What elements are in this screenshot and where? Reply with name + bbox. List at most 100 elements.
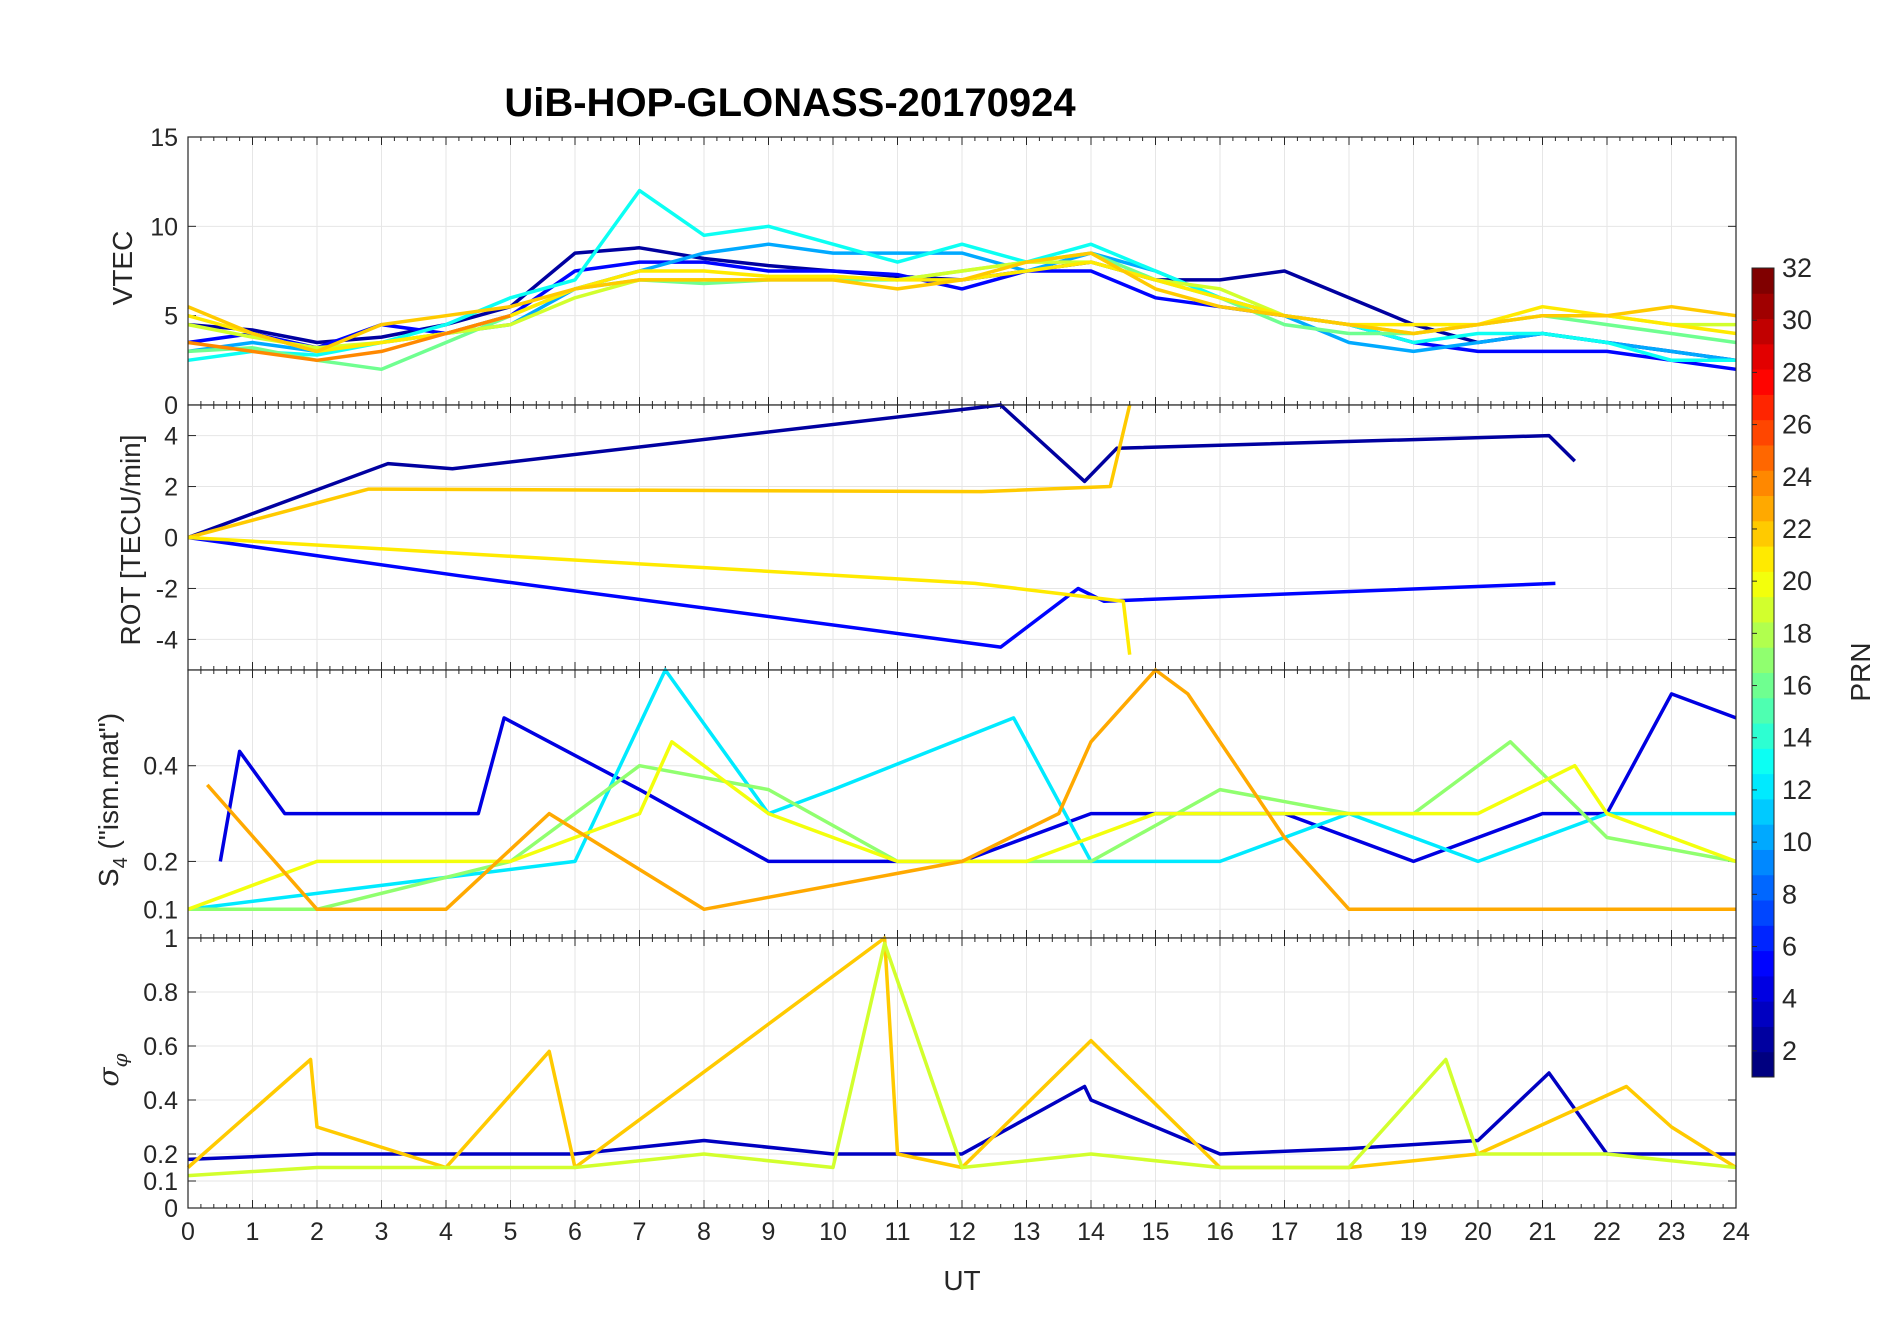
colorbar-segment bbox=[1752, 1051, 1774, 1078]
sigma-phi-axis-label-sub: φ bbox=[108, 1053, 132, 1067]
series-line-prn-21 bbox=[187, 535, 1132, 655]
vtec-axis-label: VTEC bbox=[107, 231, 138, 306]
s4-axis-label: S4 ("ism.mat") bbox=[93, 713, 132, 887]
y-tick-label: 0.1 bbox=[143, 1168, 178, 1196]
y-tick-label: 0.2 bbox=[143, 1141, 178, 1169]
colorbar-segment bbox=[1752, 900, 1774, 926]
colorbar-tick-label: 24 bbox=[1782, 462, 1812, 492]
y-tick-label: 0 bbox=[164, 1195, 178, 1223]
colorbar-segment bbox=[1752, 1001, 1774, 1027]
x-tick-label: 24 bbox=[1722, 1218, 1750, 1246]
x-tick-label: 18 bbox=[1335, 1218, 1363, 1246]
colorbar-segment bbox=[1752, 874, 1774, 901]
series-line-prn-22 bbox=[186, 936, 1737, 1170]
series-line-prn-5 bbox=[187, 535, 1556, 649]
colorbar-segment bbox=[1752, 621, 1774, 648]
y-tick-label: 0.4 bbox=[143, 753, 178, 781]
colorbar-tick-label: 32 bbox=[1782, 253, 1812, 283]
x-tick-label: 4 bbox=[439, 1218, 453, 1246]
sigma-phi-axis-label-main: σ bbox=[92, 1067, 125, 1087]
x-tick-label: 10 bbox=[819, 1218, 847, 1246]
colorbar-segment bbox=[1752, 293, 1774, 320]
x-tick-label: 7 bbox=[633, 1218, 647, 1246]
sigma-phi-axis-label: σφ bbox=[92, 1053, 132, 1086]
x-tick-label: 12 bbox=[948, 1218, 976, 1246]
colorbar-tick-label: 26 bbox=[1782, 410, 1812, 440]
rot-axis-label: ROT [TECU/min] bbox=[115, 434, 146, 645]
colorbar-tick-label: 28 bbox=[1782, 357, 1812, 387]
x-tick-label: 13 bbox=[1013, 1218, 1041, 1246]
sigma-phi-panel: 00.10.2 0.4 0.6 0.8 1 bbox=[143, 925, 1737, 1223]
s4-axis-label-sub: 4 bbox=[110, 857, 132, 868]
x-tick-label: 1 bbox=[246, 1218, 260, 1246]
x-tick-label: 5 bbox=[504, 1218, 518, 1246]
colorbar-segment bbox=[1752, 495, 1774, 522]
series-line-prn-22 bbox=[187, 404, 1132, 540]
x-axis-label: UT bbox=[943, 1265, 980, 1296]
colorbar-segment bbox=[1752, 697, 1774, 724]
colorbar-tick-label: 6 bbox=[1782, 932, 1797, 962]
colorbar-segment bbox=[1752, 1026, 1774, 1053]
s4-axis-label-main: S bbox=[93, 868, 124, 887]
colorbar-segment bbox=[1752, 849, 1774, 876]
axes-frame bbox=[187, 937, 1737, 1209]
series-line-prn-19 bbox=[187, 941, 1737, 1178]
y-tick-label: -2 bbox=[156, 575, 178, 603]
colorbar-segment bbox=[1752, 950, 1774, 977]
y-tick-label: 0.2 bbox=[143, 848, 178, 876]
x-tick-label: 22 bbox=[1593, 1218, 1621, 1246]
x-tick-label: 3 bbox=[375, 1218, 389, 1246]
colorbar-tick-label: 18 bbox=[1782, 618, 1812, 648]
colorbar-segment bbox=[1752, 748, 1774, 775]
y-tick-label: 15 bbox=[150, 124, 178, 152]
rot-panel: -4 -2 0 2 4 bbox=[156, 403, 1737, 671]
colorbar-tick-label: 2 bbox=[1782, 1036, 1797, 1066]
colorbar-segment bbox=[1752, 571, 1774, 598]
colorbar-segment bbox=[1752, 647, 1774, 673]
y-tick-label: 0.6 bbox=[143, 1033, 178, 1061]
colorbar-frame bbox=[1751, 267, 1775, 1078]
colorbar-tick-label: 8 bbox=[1782, 879, 1797, 909]
series-line-prn-22 bbox=[187, 251, 1737, 354]
colorbar-tick-label: 10 bbox=[1782, 827, 1812, 857]
x-tick-label: 21 bbox=[1529, 1218, 1557, 1246]
series-line-prn-2 bbox=[187, 403, 1577, 540]
colorbar-segment bbox=[1752, 596, 1774, 623]
colorbar-label: PRN bbox=[1845, 642, 1876, 701]
colorbar-tick-label: 30 bbox=[1782, 305, 1812, 335]
colorbar-segment bbox=[1752, 824, 1774, 850]
colorbar-tick-label: 14 bbox=[1782, 723, 1812, 753]
s4-axis-label-rest: ("ism.mat") bbox=[93, 713, 124, 857]
x-tick-label: 8 bbox=[697, 1218, 711, 1246]
y-tick-label: 10 bbox=[150, 213, 178, 241]
colorbar-tick-label: 16 bbox=[1782, 671, 1812, 701]
colorbar-segment bbox=[1752, 369, 1774, 395]
x-tick-label: 17 bbox=[1271, 1218, 1299, 1246]
y-tick-label: 0 bbox=[164, 525, 178, 553]
series-line-prn-23 bbox=[205, 668, 1736, 912]
colorbar-segment bbox=[1752, 268, 1774, 294]
colorbar-tick-label: 22 bbox=[1782, 514, 1812, 544]
colorbar-segment bbox=[1752, 318, 1774, 345]
s4-panel: 0.1 0.2 0.4 bbox=[143, 668, 1737, 939]
colorbar-segment bbox=[1752, 975, 1774, 1002]
y-tick-label: 0.4 bbox=[143, 1087, 178, 1115]
series-line-prn-4 bbox=[218, 692, 1737, 864]
x-tick-label: 16 bbox=[1206, 1218, 1234, 1246]
x-tick-label: 20 bbox=[1464, 1218, 1492, 1246]
x-tick-label: 9 bbox=[762, 1218, 776, 1246]
y-tick-label: 0.8 bbox=[143, 979, 178, 1007]
x-tick-label: 19 bbox=[1400, 1218, 1428, 1246]
series-line-prn-12 bbox=[187, 668, 1736, 912]
y-tick-label: 4 bbox=[164, 423, 178, 451]
chart-title: UiB-HOP-GLONASS-20170924 bbox=[504, 81, 1076, 125]
x-axis-ticks: 0 1 2 3 4 5 6 7 8 9 10 11 12 13 14 15 16 17 18 19 20 21 22 23 24 bbox=[181, 1218, 1750, 1246]
colorbar-segment bbox=[1752, 343, 1774, 370]
y-tick-label: 0.1 bbox=[143, 896, 178, 924]
series-line-prn-3 bbox=[187, 1071, 1736, 1162]
x-tick-label: 14 bbox=[1077, 1218, 1105, 1246]
vtec-panel: 0 5 10 15 bbox=[150, 124, 1737, 420]
colorbar-segment bbox=[1752, 444, 1774, 471]
